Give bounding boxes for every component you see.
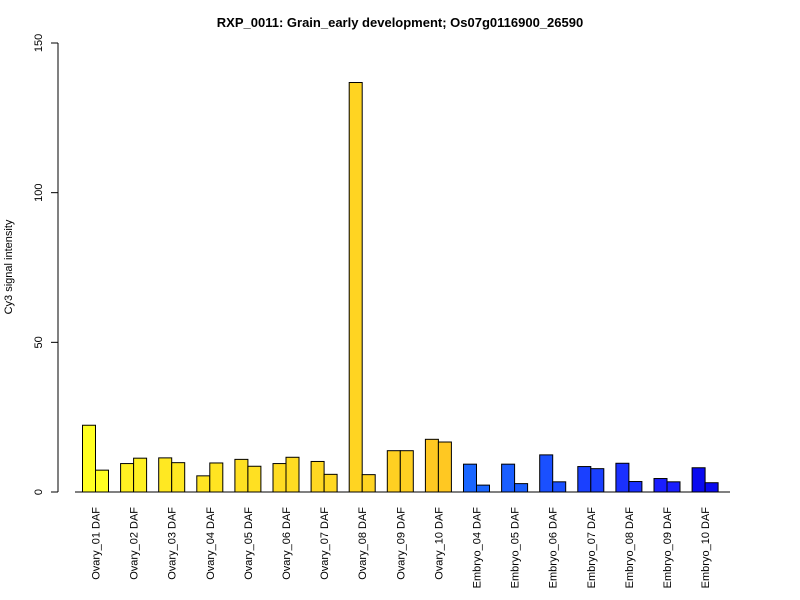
bar <box>234 458 249 493</box>
bar <box>209 462 224 493</box>
category-label: Embryo_08 DAF <box>624 507 636 589</box>
bar <box>272 463 287 493</box>
bar <box>171 462 186 493</box>
bar <box>437 441 452 493</box>
category-label: Embryo_06 DAF <box>548 507 560 589</box>
category-label: Embryo_10 DAF <box>700 507 712 589</box>
bar <box>691 467 706 493</box>
y-axis-label: Cy3 signal intensity <box>3 219 15 314</box>
category-label: Embryo_05 DAF <box>510 507 522 589</box>
bar <box>666 481 681 493</box>
category-label: Ovary_08 DAF <box>357 507 369 580</box>
y-axis: 0 50 100 150 <box>33 34 59 495</box>
category-label: Ovary_06 DAF <box>281 507 293 580</box>
category-label: Ovary_10 DAF <box>433 507 445 580</box>
bar <box>285 456 300 493</box>
bar <box>628 481 643 493</box>
bar <box>577 466 592 493</box>
category-label: Embryo_07 DAF <box>586 507 598 589</box>
bar <box>704 482 719 493</box>
y-tick-label: 50 <box>33 336 45 348</box>
bar <box>514 483 529 493</box>
bar <box>424 438 439 493</box>
category-label: Ovary_04 DAF <box>205 507 217 580</box>
bar <box>386 450 401 493</box>
category-label: Embryo_09 DAF <box>662 507 674 589</box>
category-label: Ovary_05 DAF <box>243 507 255 580</box>
bar <box>120 463 135 493</box>
category-label: Ovary_03 DAF <box>167 507 179 580</box>
bar <box>348 82 363 493</box>
bar <box>653 478 668 493</box>
bar <box>590 468 605 493</box>
bar <box>247 465 262 493</box>
bar <box>82 424 96 493</box>
bar <box>95 469 109 493</box>
bar <box>133 457 148 493</box>
y-tick-label: 150 <box>33 34 45 52</box>
bar <box>323 473 338 493</box>
bar <box>399 450 414 493</box>
chart-title: RXP_0011: Grain_early development; Os07g… <box>217 15 583 30</box>
bar <box>310 460 325 493</box>
bar <box>501 463 516 493</box>
category-label: Ovary_02 DAF <box>129 507 141 580</box>
y-tick-label: 0 <box>33 489 45 495</box>
bar <box>158 457 173 493</box>
category-labels: Ovary_01 DAF Ovary_02 DAF Ovary_03 DAF Ovar… <box>91 507 713 589</box>
bars-group <box>82 82 719 493</box>
bar <box>463 463 477 493</box>
bar <box>196 475 211 493</box>
y-tick-label: 100 <box>33 183 45 201</box>
category-label: Ovary_09 DAF <box>395 507 407 580</box>
category-label: Ovary_01 DAF <box>91 507 103 580</box>
category-label: Ovary_07 DAF <box>319 507 331 580</box>
bar <box>476 484 490 493</box>
category-label: Embryo_04 DAF <box>472 507 484 589</box>
bar <box>539 454 554 493</box>
bar <box>615 462 630 493</box>
bar <box>361 474 376 493</box>
bar <box>552 481 567 493</box>
